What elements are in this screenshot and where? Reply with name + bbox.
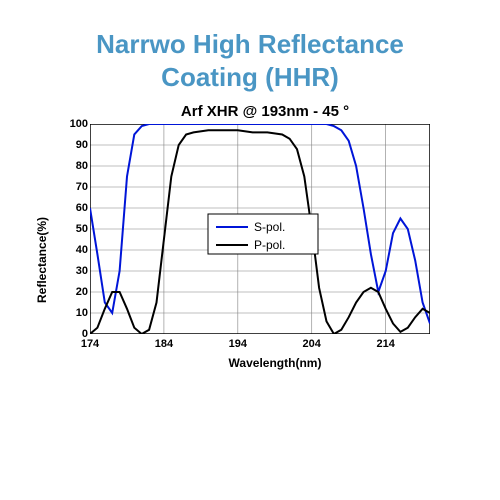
x-tick-label: 194	[229, 338, 247, 350]
y-tick-label: 80	[68, 160, 88, 172]
y-tick-label: 100	[68, 118, 88, 130]
y-tick-label: 40	[68, 244, 88, 256]
y-tick-label: 10	[68, 307, 88, 319]
legend-label: S-pol.	[254, 220, 285, 234]
y-tick-label: 20	[68, 286, 88, 298]
y-tick-label: 90	[68, 139, 88, 151]
x-tick-label: 174	[81, 338, 99, 350]
x-axis-label: Wavelength(nm)	[90, 356, 460, 370]
x-tick-label: 184	[155, 338, 173, 350]
y-tick-label: 50	[68, 223, 88, 235]
y-tick-label: 70	[68, 181, 88, 193]
chart-container: Arf XHR @ 193nm - 45 ° Reflectance(%) 01…	[40, 103, 460, 370]
y-tick-label: 60	[68, 202, 88, 214]
page-title: Narrwo High Reflectance Coating (HHR)	[0, 0, 500, 93]
legend-label: P-pol.	[254, 238, 285, 252]
page-title-line1: Narrwo High Reflectance	[96, 29, 404, 59]
x-tick-label: 204	[303, 338, 321, 350]
page-title-line2: Coating (HHR)	[161, 62, 339, 92]
y-axis-label: Reflectance(%)	[35, 217, 49, 303]
chart-title: Arf XHR @ 193nm - 45 °	[70, 103, 460, 120]
y-tick-label: 30	[68, 265, 88, 277]
chart-svg: S-pol. P-pol.	[90, 124, 430, 334]
plot-area: S-pol. P-pol.	[90, 124, 460, 334]
x-tick-label: 214	[376, 338, 394, 350]
